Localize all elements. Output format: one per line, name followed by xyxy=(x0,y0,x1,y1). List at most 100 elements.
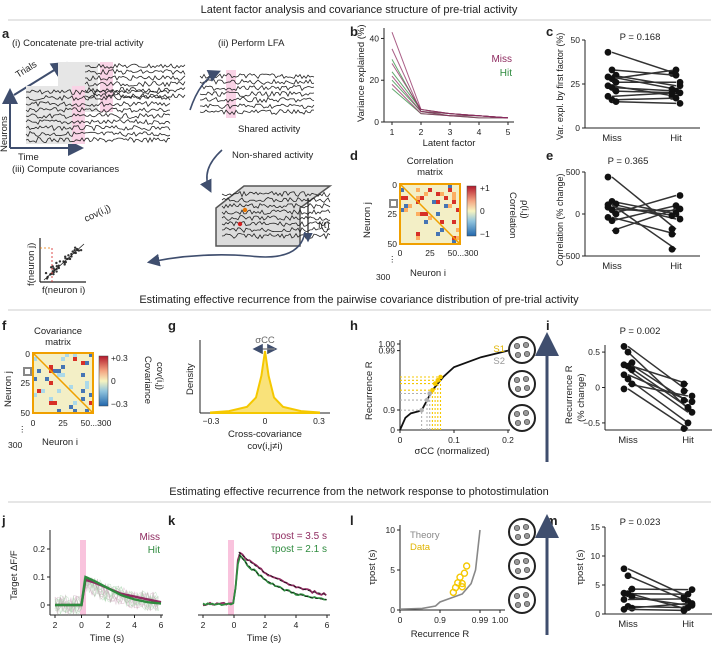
m-ytick-1: 10 xyxy=(591,551,601,561)
i-pairs xyxy=(620,343,696,432)
panel-k-response-chart: 2 0 2 4 6 Time (s) τpost = 3.5 s τpost = 2.1… xyxy=(198,531,330,644)
d-matrix-cell-0-11 xyxy=(444,184,448,188)
h-xtick-0: 0 xyxy=(398,435,403,445)
k-trace-miss xyxy=(202,551,327,607)
f-matrix-cell-14-3 xyxy=(45,409,49,413)
d-matrix-cell-10-8 xyxy=(432,224,436,228)
d-matrix-cell-14-4 xyxy=(416,240,420,244)
i-ytick-0: 0.5 xyxy=(588,347,600,357)
l-network-node-1-3 xyxy=(523,566,531,574)
b-xtick-4: 5 xyxy=(506,127,511,137)
d-matrix-cell-3-9 xyxy=(436,196,440,200)
a-nonshared-label: Non-shared activity xyxy=(232,150,314,161)
d-matrix-cell-11-13 xyxy=(452,228,456,232)
d-matrix-cell-12-6 xyxy=(424,232,428,236)
i-ytick-1: 0 xyxy=(595,383,600,393)
d-matrix-cell-12-1 xyxy=(404,232,408,236)
d-matrix-cell-2-7 xyxy=(428,192,432,196)
m-pval: P = 0.023 xyxy=(620,517,661,528)
f-matrix-cell-8-0 xyxy=(33,385,37,389)
d-dots: ⋮ xyxy=(388,254,397,264)
i-pair-line-3 xyxy=(627,364,689,385)
d-matrix-cell-10-11 xyxy=(444,224,448,228)
i-hit-point-9 xyxy=(680,425,688,432)
d-matrix-cell-4-7 xyxy=(428,200,432,204)
d-matrix-cell-4-9 xyxy=(436,200,440,204)
a-nonshared-traces xyxy=(215,185,333,247)
c-pair-line-10 xyxy=(611,97,677,101)
i-xtick-miss: Miss xyxy=(618,435,638,446)
f-matrix-cell-3-12 xyxy=(81,365,85,369)
f-matrix-cell-5-6 xyxy=(57,373,61,377)
h-network-node-0-2 xyxy=(514,351,522,359)
f-matrix-cell-0-5 xyxy=(53,353,57,357)
d-matrix-cell-13-5 xyxy=(420,236,424,240)
f-matrix-cell-13-8 xyxy=(65,405,69,409)
d-matrix-cell-6-11 xyxy=(444,208,448,212)
j-ytick-0: 0.2 xyxy=(33,544,45,554)
d-matrix-cell-4-0 xyxy=(400,200,404,204)
d-matrix-cell-5-6 xyxy=(424,204,428,208)
k-tau-hit: τpost = 2.1 s xyxy=(271,544,327,555)
c-miss-point-0 xyxy=(604,48,612,56)
f-matrix-cell-12-5 xyxy=(53,401,57,405)
f-matrix-cell-0-3 xyxy=(45,353,49,357)
a-traces1-trace-4 xyxy=(25,112,171,119)
i-ytick-2: −0.5 xyxy=(583,418,600,428)
d-matrix-cell-8-5 xyxy=(420,216,424,220)
d-matrix-cell-13-8 xyxy=(432,236,436,240)
b-line-0 xyxy=(391,59,509,119)
panel-i-paired-chart: P = 0.002 Recurrence R (% change) 0.5 0 −0… xyxy=(564,326,712,446)
d-matrix-cell-10-13 xyxy=(452,224,456,228)
f-matrix-cell-12-6 xyxy=(57,401,61,405)
j-xtick-0: 2 xyxy=(53,620,58,630)
f-matrix-cell-1-11 xyxy=(77,357,81,361)
l-ytick-2: 0 xyxy=(390,605,395,615)
d-matrix-cell-14-0 xyxy=(400,240,404,244)
f-matrix-cell-5-0 xyxy=(33,373,37,377)
a-scatter-point-34 xyxy=(79,248,83,252)
h-network-node-1-3 xyxy=(523,384,531,392)
b-xtick-0: 1 xyxy=(390,127,395,137)
f-matrix-cell-8-3 xyxy=(45,385,49,389)
m-pairs xyxy=(620,565,696,614)
d-matrix-cell-10-12 xyxy=(448,224,452,228)
f-matrix-cell-9-14 xyxy=(89,389,93,393)
d-matrix-cell-9-2 xyxy=(408,220,412,224)
d-tick-x50: 50...300 xyxy=(448,248,479,258)
f-matrix-cell-10-14 xyxy=(89,393,93,397)
f-matrix-cell-14-12 xyxy=(81,409,85,413)
d-matrix-cell-8-10 xyxy=(440,216,444,220)
j-xtick-2: 2 xyxy=(106,620,111,630)
i-hit-point-0 xyxy=(680,387,688,395)
d-matrix-cell-12-13 xyxy=(452,232,456,236)
f-matrix-cell-8-13 xyxy=(85,385,89,389)
b-legend-miss: Miss xyxy=(491,54,512,65)
f-matrix-cell-14-6 xyxy=(57,409,61,413)
d-matrix-cell-9-13 xyxy=(452,220,456,224)
e-pair-line-9 xyxy=(611,204,677,250)
f-matrix-cell-1-9 xyxy=(69,357,73,361)
f-matrix-cell-12-13 xyxy=(85,401,89,405)
m-xtick-hit: Hit xyxy=(682,619,694,630)
d-matrix-cell-6-1 xyxy=(404,208,408,212)
f-matrix-cell-13-4 xyxy=(49,405,53,409)
e-miss-point-9 xyxy=(604,201,612,209)
d-matrix-cell-4-3 xyxy=(412,200,416,204)
d-matrix-cell-14-5 xyxy=(420,240,424,244)
f-matrix-cell-8-14 xyxy=(89,385,93,389)
d-matrix-cell-7-1 xyxy=(404,212,408,216)
f-matrix-cell-13-1 xyxy=(37,405,41,409)
d-matrix-cell-13-1 xyxy=(404,236,408,240)
f-matrix-cell-10-2 xyxy=(41,393,45,397)
d-matrix-cell-6-4 xyxy=(416,208,420,212)
panel-m-paired-chart: P = 0.023 τpost (s) 15 10 5 0 Miss Hit xyxy=(575,517,712,630)
f-matrix-cell-13-6 xyxy=(57,405,61,409)
i-ylabel-2: (% change) xyxy=(576,373,587,422)
m-ylabel: τpost (s) xyxy=(575,550,586,585)
f-matrix-cell-9-7 xyxy=(61,389,65,393)
a-shared-pink xyxy=(226,70,236,118)
d-matrix-cell-1-3 xyxy=(412,188,416,192)
f-matrix-cell-13-10 xyxy=(73,405,77,409)
i-hit-point-3 xyxy=(680,380,688,388)
